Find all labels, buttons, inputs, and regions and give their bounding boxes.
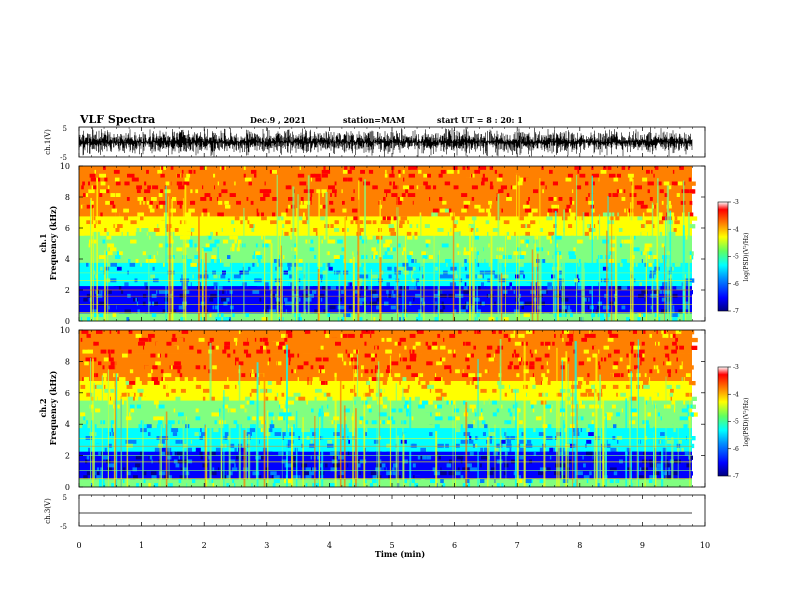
ch2-colorbar: -3 -4 -5 -6 -7 log(PSD)(V²/Hz) [717,364,750,480]
ch3-waveform-frame [78,494,706,527]
ch1-colorbar: -3 -4 -5 -6 -7 log(PSD)(V²/Hz) [717,199,750,315]
time-tick-label: 10 [700,541,710,550]
time-tick-label: 1 [139,541,144,550]
ch2-colorbar-tick: -3 [733,364,739,371]
time-tick-label: 8 [577,541,582,550]
ch2-colorbar-label: log(PSD)(V²/Hz) [743,398,750,447]
ch3-waveform-ylabel: ch.3(V) [44,498,52,524]
time-tick-label: 5 [389,541,394,550]
ch2-spectrogram-ytick-label: 0 [65,483,70,492]
start-time-label: start UT = 8 : 20: 1 [437,115,523,125]
ch1-spectrogram-panel: 0 2 4 6 8 10 ch.1 Frequency (kHz) [38,162,706,326]
ch1-spectrogram-ylabel-channel: ch.1 [38,233,48,252]
ch1-spectrogram-ylabel: Frequency (kHz) [48,205,58,280]
ch1-spectrogram-ytick-label: 0 [65,317,70,326]
ch1-colorbar-tick: -6 [733,281,739,288]
time-axis-label: Time (min) [375,549,425,559]
ch2-spectrogram-image [79,330,698,488]
ch1-waveform-panel: 5 -5 ch.1(V) [44,125,706,162]
ch3-ytick-bottom: -5 [60,523,67,531]
ch2-spectrogram-ytick-label: 6 [65,389,70,398]
time-tick-label: 3 [264,541,269,550]
ch1-spectrogram-image [79,166,698,322]
ch1-spectrogram-ytick-label: 6 [65,224,70,233]
ch2-colorbar-tick: -5 [733,419,739,426]
ch1-colorbar-tick: -4 [733,226,739,233]
time-tick-label: 0 [76,541,81,550]
ch2-spectrogram-ytick-label: 4 [65,420,70,429]
ch2-spectrogram-ytick-label: 10 [60,326,70,335]
ch2-colorbar-tick: -7 [733,473,739,480]
station-label: station=MAM [343,115,405,125]
ch3-ytick-top: 5 [63,494,67,502]
ch1-colorbar-tick: -5 [733,254,739,261]
time-tick-label: 4 [327,541,332,550]
ch1-ytick-bottom: -5 [60,154,67,162]
time-tick-label: 9 [640,541,645,550]
time-axis-ticks: 0 1 2 3 4 5 6 7 8 9 10 [76,127,710,550]
time-tick-label: 2 [202,541,207,550]
ch1-colorbar-tick: -3 [733,199,739,206]
ch1-spectrogram-ytick-label: 10 [60,162,70,171]
ch2-colorbar-tick: -4 [733,391,739,398]
ch1-spectrogram-ytick-label: 4 [65,255,70,264]
ch1-colorbar-tick: -7 [733,308,739,315]
ch1-colorbar-label: log(PSD)(V²/Hz) [743,233,750,282]
ch3-waveform-panel: 5 -5 ch.3(V) [44,494,706,531]
date-label: Dec.9 , 2021 [250,115,306,125]
time-tick-label: 6 [452,541,457,550]
ch1-spectrogram-ytick-label: 2 [65,286,70,295]
ch2-spectrogram-panel: 0 2 4 6 8 10 ch.2 Frequency (kHz) [38,326,706,492]
time-tick-label: 7 [515,541,520,550]
ch1-ytick-top: 5 [63,125,67,133]
ch2-spectrogram-ylabel-channel: ch.2 [38,398,48,417]
ch1-waveform-ylabel: ch.1(V) [44,129,52,155]
figure-title: VLF Spectra [79,113,155,126]
ch2-spectrogram-ytick-label: 8 [65,357,70,366]
ch2-colorbar-tick: -6 [733,446,739,453]
ch1-spectrogram-ytick-label: 8 [65,193,70,202]
ch2-spectrogram-ytick-label: 2 [65,452,70,461]
ch2-spectrogram-ylabel: Frequency (kHz) [48,370,58,445]
